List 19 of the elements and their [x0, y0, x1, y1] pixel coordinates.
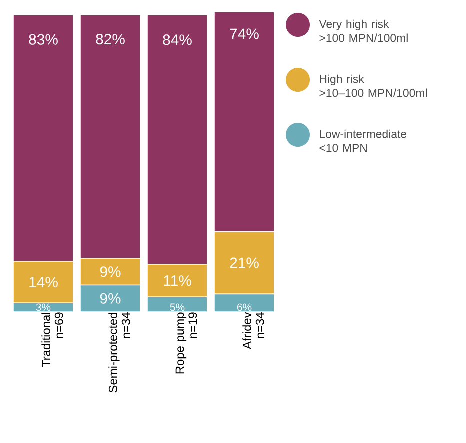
data-label: 14%	[30, 277, 58, 288]
data-label: 3%	[36, 304, 51, 312]
data-label: 82%	[96, 34, 125, 45]
x-tick-label: Rope pump n=19	[176, 312, 198, 374]
x-tick-label: Afridev n=34	[242, 312, 264, 350]
x-tick-label: Semi-protected n=34	[108, 312, 130, 393]
text: Very high risk >100 MPN/100ml	[319, 20, 408, 42]
data-label: 5%	[170, 304, 185, 312]
data-label: 9%	[100, 266, 121, 278]
data-label: 84%	[163, 34, 192, 46]
legend-label: High risk >10–100 MPN/100ml	[320, 74, 428, 98]
data-label: 6%	[237, 304, 252, 312]
data-label: 74%	[230, 28, 259, 40]
data-label: 21%	[230, 258, 259, 268]
data-label: 9%	[100, 293, 121, 304]
legend-label: Low-intermediate <10 MPN	[320, 130, 407, 152]
data-label: 11%	[164, 276, 192, 286]
data-label: 83%	[29, 34, 58, 45]
x-tick-label: Traditional n=69	[42, 312, 64, 368]
